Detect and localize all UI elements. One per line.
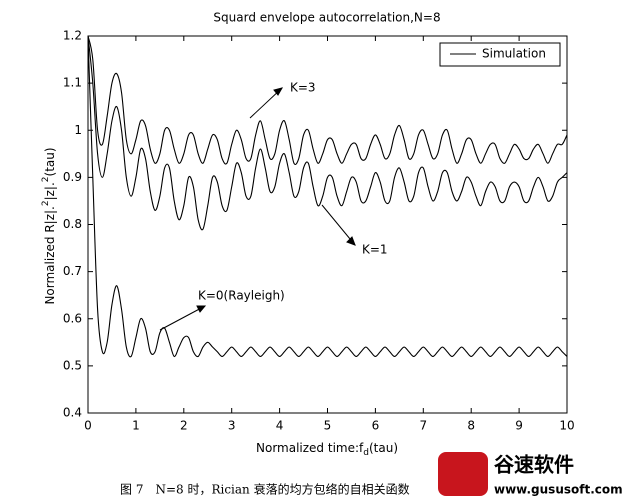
- x-tick-label: 2: [180, 419, 188, 433]
- chart-title: Squard envelope autocorrelation,N=8: [213, 11, 440, 25]
- x-tick-label: 8: [467, 419, 475, 433]
- arrow: [321, 204, 356, 246]
- x-label-part: Normalized time:f: [256, 441, 364, 455]
- logo: [438, 452, 488, 496]
- x-tick-label: 9: [515, 419, 523, 433]
- y-tick-label: 0.6: [63, 311, 82, 325]
- y-tick-label: 0.7: [63, 264, 82, 278]
- annotation: K=3: [290, 81, 316, 95]
- y-tick-label: 1.2: [63, 29, 82, 43]
- y-tick-label: 1.1: [63, 76, 82, 90]
- series-line: [88, 36, 567, 358]
- watermark-name: 谷速软件: [494, 453, 574, 477]
- series-line: [88, 36, 567, 231]
- x-tick-label: 7: [419, 419, 427, 433]
- series-line: [88, 36, 567, 166]
- y-tick-label: 0.9: [63, 170, 82, 184]
- x-label-part: (tau): [369, 441, 398, 455]
- y-axis-label: Normalized R|z|.2|z|.2(tau): [41, 147, 57, 304]
- y-label-part: (tau): [43, 147, 57, 176]
- x-tick-label: 5: [324, 419, 332, 433]
- y-tick-label: 1: [74, 123, 82, 137]
- x-tick-label: 0: [84, 419, 92, 433]
- x-tick-label: 4: [276, 419, 284, 433]
- arrow: [159, 305, 206, 331]
- y-label-part: |z|.: [43, 182, 57, 200]
- x-tick-label: 10: [559, 419, 574, 433]
- annotation: K=0(Rayleigh): [198, 289, 285, 303]
- arrowhead: [196, 305, 207, 313]
- x-axis-label: Normalized time:fd(tau): [256, 441, 398, 458]
- y-label-part: Normalized R|z|.: [43, 206, 57, 304]
- legend-box: [439, 42, 561, 67]
- x-tick-label: 3: [228, 419, 236, 433]
- x-tick-label: 6: [372, 419, 380, 433]
- arrowhead: [346, 236, 356, 246]
- y-label-sup: 2: [41, 200, 51, 206]
- y-label-sup: 2: [41, 176, 51, 182]
- x-label-sub: d: [363, 448, 369, 458]
- caption: 图 7 N=8 时，Rician 衰落的均方包络的自相关函数: [120, 482, 410, 497]
- y-tick-label: 0.4: [63, 406, 82, 420]
- watermark-url: www.gususoft.com: [494, 483, 623, 497]
- y-tick-label: 0.5: [63, 358, 82, 372]
- legend-label: Simulation: [482, 47, 546, 61]
- annotation: K=1: [362, 243, 388, 257]
- annotation-arrows: [159, 87, 356, 331]
- arrowhead: [273, 87, 284, 96]
- x-tick-label: 1: [132, 419, 140, 433]
- y-tick-label: 0.8: [63, 217, 82, 231]
